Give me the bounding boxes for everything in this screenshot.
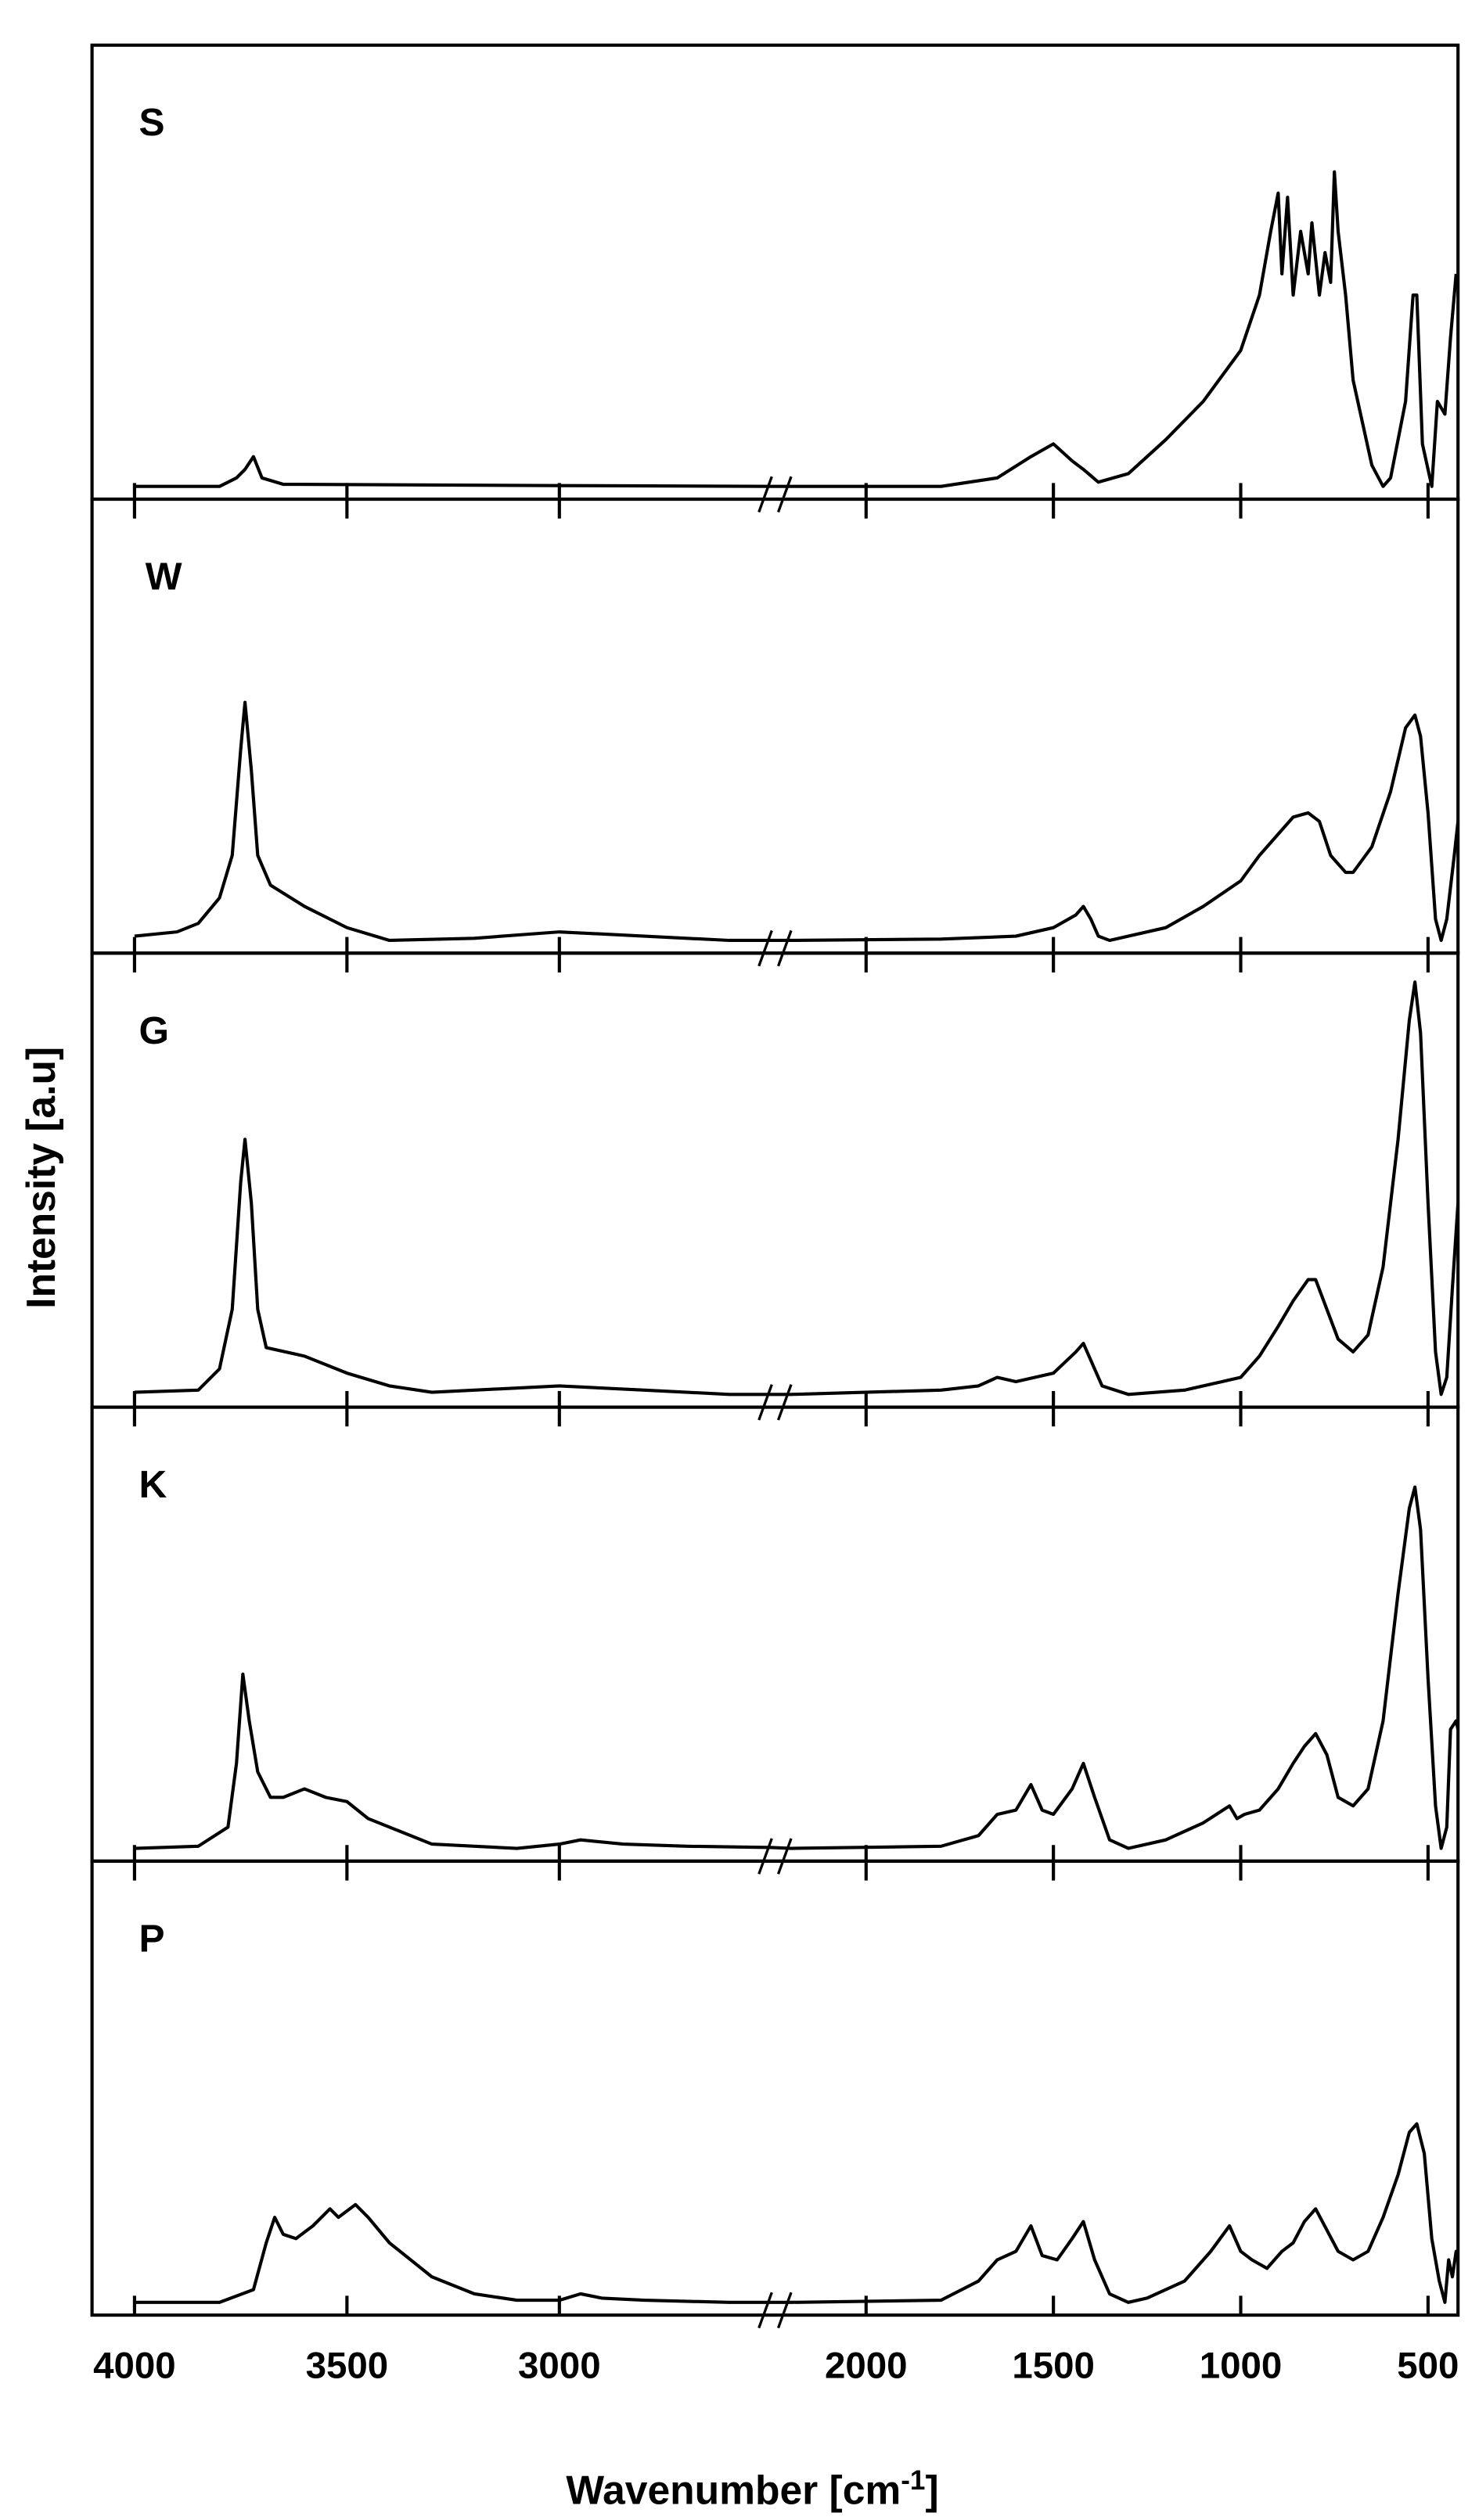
spectrum-line	[134, 2122, 1460, 2304]
panel-frame	[90, 951, 1460, 1409]
x-tick-label: 2000	[825, 2346, 908, 2387]
panel-label: K	[139, 1463, 167, 1506]
axis-break	[776, 929, 793, 967]
panel-label: W	[146, 555, 182, 599]
x-tick-label: 1500	[1012, 2346, 1095, 2387]
panel-label: S	[139, 101, 164, 144]
spectrum-line	[134, 1485, 1460, 1850]
x-tick-label: 500	[1397, 2346, 1459, 2387]
spectrum-line	[134, 980, 1460, 1397]
axis-break	[776, 476, 793, 513]
panel-label: G	[139, 1009, 169, 1052]
x-axis-label: Wavenumber [cm-1]	[566, 2465, 938, 2513]
spectrum-line	[134, 170, 1458, 488]
x-tick-label: 3500	[306, 2346, 389, 2387]
panel-label: P	[139, 1917, 164, 1960]
x-axis-label-sup: -1	[901, 2465, 925, 2496]
axis-break	[757, 2292, 773, 2329]
y-axis-label: Intensity [a.u]	[18, 1047, 63, 1309]
axis-break	[757, 476, 773, 513]
axis-break	[776, 1384, 793, 1421]
panel-frame	[90, 1859, 1460, 2317]
axis-break	[776, 2292, 793, 2329]
axis-break	[757, 929, 773, 967]
x-tick-label: 3000	[518, 2346, 601, 2387]
axis-break	[776, 1838, 793, 1875]
x-axis-label-text: Wavenumber [cm	[566, 2467, 901, 2512]
axis-break	[757, 1384, 773, 1421]
x-tick-label: 1000	[1200, 2346, 1283, 2387]
spectrum-line	[134, 700, 1460, 943]
x-axis-label-end: ]	[925, 2467, 938, 2512]
axis-break	[757, 1838, 773, 1875]
x-tick-label: 4000	[93, 2346, 176, 2387]
panel-frame	[90, 497, 1460, 955]
panel-frame	[90, 43, 1460, 501]
